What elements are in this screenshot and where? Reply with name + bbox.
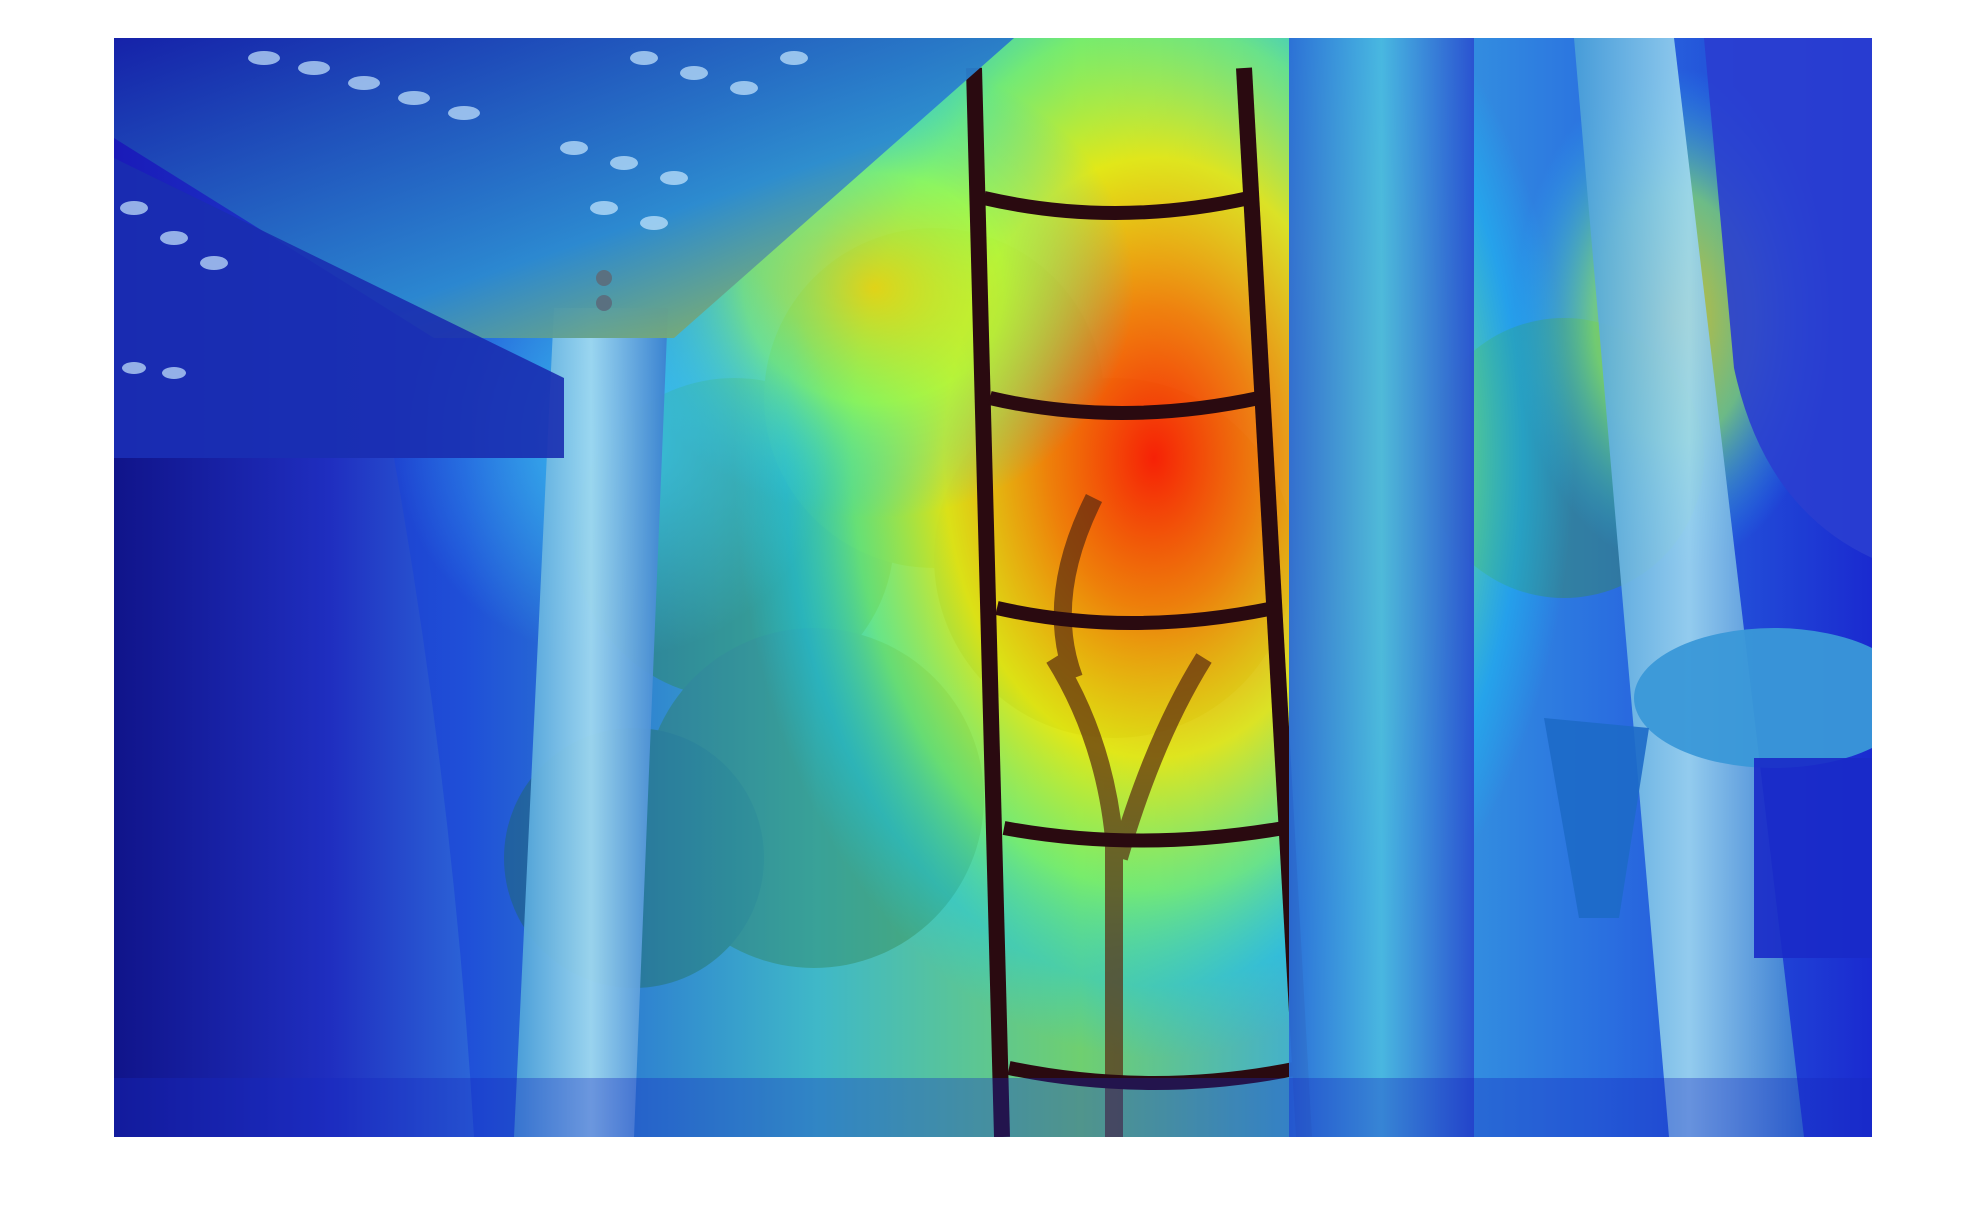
heatmap-figure bbox=[114, 38, 1872, 1137]
slide-icon bbox=[1704, 38, 1872, 558]
perforated-platform-icon bbox=[114, 38, 1014, 458]
platform-support bbox=[1754, 758, 1872, 958]
pole-icon bbox=[1574, 38, 1804, 1137]
bucket-seat bbox=[1544, 718, 1649, 918]
tree-icon bbox=[1046, 493, 1212, 1137]
platform-disc bbox=[1634, 628, 1872, 768]
heatmap-overlay-image bbox=[114, 38, 1872, 1137]
pole-icon bbox=[1289, 38, 1474, 1137]
slide-icon bbox=[114, 458, 474, 1137]
pole-icon bbox=[514, 308, 668, 1137]
